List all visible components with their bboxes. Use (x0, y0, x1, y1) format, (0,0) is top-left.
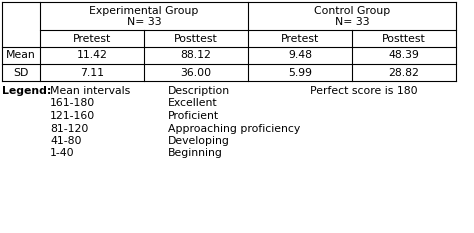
Text: 48.39: 48.39 (389, 51, 419, 61)
Text: Legend:: Legend: (2, 86, 51, 96)
Text: 9.48: 9.48 (288, 51, 312, 61)
Text: Pretest: Pretest (281, 34, 319, 44)
Text: N= 33: N= 33 (335, 17, 369, 27)
Text: Pretest: Pretest (73, 34, 111, 44)
Text: 36.00: 36.00 (181, 68, 211, 78)
Text: Perfect score is 180: Perfect score is 180 (310, 86, 418, 96)
Text: 5.99: 5.99 (288, 68, 312, 78)
Text: Posttest: Posttest (174, 34, 218, 44)
Text: Developing: Developing (168, 136, 230, 146)
Text: Experimental Group: Experimental Group (89, 6, 199, 16)
Text: SD: SD (13, 68, 29, 78)
Text: 88.12: 88.12 (181, 51, 211, 61)
Text: Control Group: Control Group (314, 6, 390, 16)
Text: Description: Description (168, 86, 230, 96)
Text: 7.11: 7.11 (80, 68, 104, 78)
Text: Posttest: Posttest (382, 34, 426, 44)
Text: 11.42: 11.42 (77, 51, 108, 61)
Text: 1-40: 1-40 (50, 148, 74, 158)
Text: 161-180: 161-180 (50, 99, 95, 109)
Text: Mean intervals: Mean intervals (50, 86, 130, 96)
Text: Excellent: Excellent (168, 99, 218, 109)
Text: 28.82: 28.82 (389, 68, 419, 78)
Text: Mean: Mean (6, 51, 36, 61)
Text: 121-160: 121-160 (50, 111, 95, 121)
Text: Approaching proficiency: Approaching proficiency (168, 123, 300, 134)
Text: Beginning: Beginning (168, 148, 223, 158)
Text: 81-120: 81-120 (50, 123, 88, 134)
Text: Proficient: Proficient (168, 111, 219, 121)
Text: 41-80: 41-80 (50, 136, 82, 146)
Text: N= 33: N= 33 (127, 17, 161, 27)
